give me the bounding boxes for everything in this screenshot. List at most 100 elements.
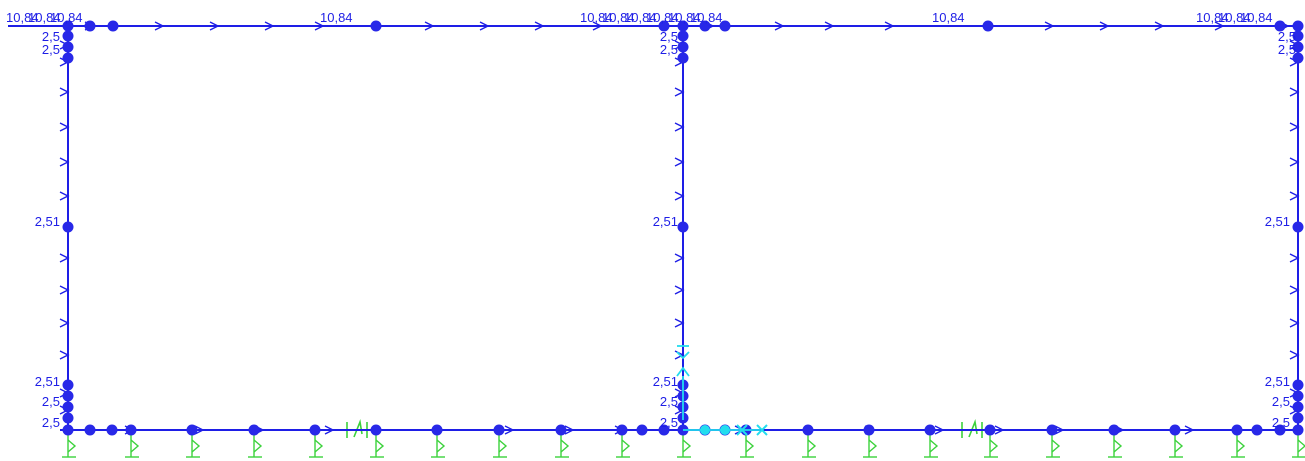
chevron-right-icon (59, 285, 70, 295)
load-label: 2,51 (35, 214, 60, 229)
load-label: 2,5 (42, 394, 60, 409)
chevron-right-icon (324, 425, 335, 435)
load-label: 10,84 (624, 10, 657, 25)
joint-dot-icon (1108, 424, 1120, 436)
chevron-right-icon (564, 425, 575, 435)
chevron-right-icon (884, 21, 895, 31)
load-label: 2,5 (1272, 394, 1290, 409)
load-label: 2,51 (1265, 374, 1290, 389)
chevron-right-icon (479, 21, 490, 31)
load-label: 10,84 (1218, 10, 1251, 25)
load-label: 2,5 (42, 29, 60, 44)
joint-dot-icon (677, 20, 689, 32)
chevron-right-icon (674, 285, 685, 295)
spring-support-icon (984, 433, 999, 458)
joint-dot-icon (1274, 20, 1286, 32)
joint-dot-icon (699, 20, 711, 32)
joint-dot-icon (62, 412, 74, 424)
spring-support-icon (186, 433, 201, 458)
load-label: 2,5 (660, 42, 678, 57)
load-label: 2,51 (1265, 214, 1290, 229)
node-layer (62, 20, 1304, 436)
spring-support-icon (1169, 433, 1184, 458)
joint-dot-icon (431, 424, 443, 436)
chevron-right-icon (674, 253, 685, 263)
joint-dot-icon (1292, 30, 1304, 42)
load-label: 10,84 (320, 10, 353, 25)
spring-support-icon (555, 433, 570, 458)
joint-dot-icon (1292, 52, 1304, 64)
spring-support-icon (370, 433, 385, 458)
joint-dot-icon (1292, 379, 1304, 391)
chevron-right-icon (1184, 425, 1195, 435)
joint-dot-icon (62, 52, 74, 64)
joint-dot-icon (677, 41, 689, 53)
joint-dot-icon (677, 221, 689, 233)
joint-dot-icon (1292, 424, 1304, 436)
joint-dot-icon (1169, 424, 1181, 436)
joint-dot-icon (106, 424, 118, 436)
chevron-right-icon (674, 191, 685, 201)
spring-support-icon (1231, 433, 1246, 458)
load-label: 2,51 (35, 374, 60, 389)
load-label: 2,5 (660, 415, 678, 430)
chevron-right-icon (1044, 21, 1055, 31)
joint-dot-icon (924, 424, 936, 436)
chevron-right-icon (674, 122, 685, 132)
joint-dot-icon (370, 20, 382, 32)
joint-dot-icon (62, 379, 74, 391)
joint-dot-icon (62, 30, 74, 42)
joint-dot-icon (1251, 424, 1263, 436)
joint-dot-icon (677, 52, 689, 64)
load-label: 10,84 (6, 10, 39, 25)
chevron-right-icon (194, 425, 205, 435)
joint-dot-icon (802, 424, 814, 436)
spring-support-icon (924, 433, 939, 458)
chevron-right-icon (1054, 425, 1065, 435)
spring-support-icon (62, 433, 77, 458)
chevron-right-icon (674, 157, 685, 167)
selected-node (700, 425, 710, 435)
chevron-right-icon (674, 318, 685, 328)
joint-dot-icon (555, 424, 567, 436)
spring-support-icon (1292, 433, 1305, 458)
load-label: 10,84 (690, 10, 723, 25)
joint-dot-icon (658, 424, 670, 436)
spring-support-icon (1046, 433, 1061, 458)
chevron-right-icon (59, 350, 70, 360)
chevron-right-icon (1289, 253, 1300, 263)
spring-support-icon (125, 433, 140, 458)
load-label: 10,84 (602, 10, 635, 25)
joint-dot-icon (863, 424, 875, 436)
chevron-right-icon (1214, 21, 1225, 31)
load-label: 10,84 (1196, 10, 1229, 25)
chevron-right-icon (424, 21, 435, 31)
load-label: 10,84 (580, 10, 613, 25)
joint-dot-icon (1046, 424, 1058, 436)
chevron-right-icon (1289, 122, 1300, 132)
selection-highlight (676, 345, 760, 431)
joint-dot-icon (62, 20, 74, 32)
chevron-right-icon (674, 87, 685, 97)
load-label: 2,5 (1272, 415, 1290, 430)
chevron-right-icon (1099, 21, 1110, 31)
joint-dot-icon (1292, 401, 1304, 413)
chevron-right-icon (1154, 21, 1165, 31)
spring-support-icon (616, 433, 631, 458)
spring-support-icon (677, 433, 692, 458)
spring-support-icon (248, 433, 263, 458)
spring-support-icon (493, 433, 508, 458)
joint-dot-icon (84, 20, 96, 32)
chevron-right-icon (1289, 87, 1300, 97)
joint-dot-icon (1292, 41, 1304, 53)
load-label: 10,84 (932, 10, 965, 25)
support-layer (62, 419, 1305, 458)
spring-support-icon (740, 433, 755, 458)
selected-node (720, 425, 730, 435)
load-label: 10,84 (50, 10, 83, 25)
joint-dot-icon (719, 20, 731, 32)
joint-dot-icon (1292, 412, 1304, 424)
joint-dot-icon (984, 424, 996, 436)
